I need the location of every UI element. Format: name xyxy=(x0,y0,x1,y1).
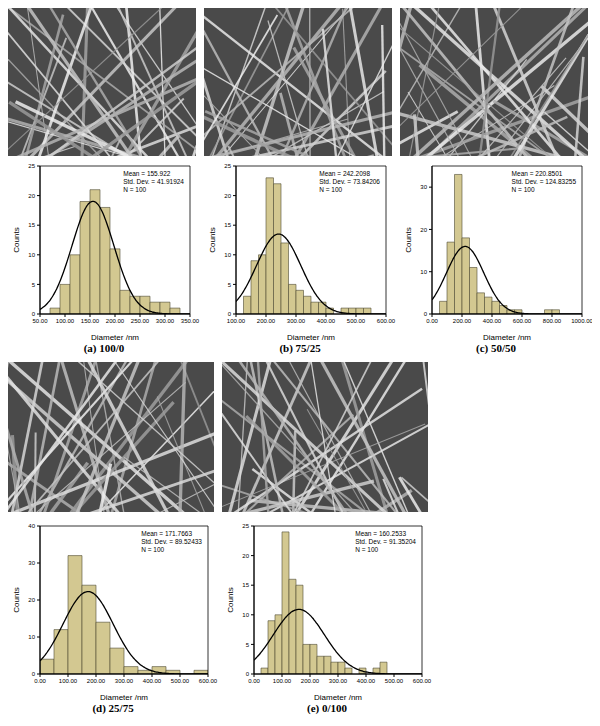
svg-text:20: 20 xyxy=(224,193,231,199)
svg-text:20: 20 xyxy=(28,193,35,199)
html-text:Mean = 171.7663: Mean = 171.7663 xyxy=(141,530,192,537)
svg-text:20: 20 xyxy=(28,597,35,603)
html-text:Std. Dev. = 124.83255: Std. Dev. = 124.83255 xyxy=(511,178,576,186)
html-text:N = 100: N = 100 xyxy=(511,186,535,194)
svg-text:Counts: Counts xyxy=(12,227,21,252)
html-text:(d) 25/75: (d) 25/75 xyxy=(92,702,134,714)
svg-text:0: 0 xyxy=(424,311,428,317)
svg-text:300.00: 300.00 xyxy=(115,678,134,684)
svg-text:25: 25 xyxy=(242,523,249,529)
html-text:Std. Dev. = 91.35204: Std. Dev. = 91.35204 xyxy=(355,538,416,546)
svg-text:400.00: 400.00 xyxy=(317,318,336,324)
svg-text:10: 10 xyxy=(224,252,231,258)
svg-text:30: 30 xyxy=(420,184,427,190)
svg-text:600.00: 600.00 xyxy=(199,678,218,684)
html-text:Mean = 220.8501: Mean = 220.8501 xyxy=(511,170,563,177)
svg-text:Counts: Counts xyxy=(404,227,413,252)
svg-text:300.00: 300.00 xyxy=(156,318,175,324)
svg-text:Counts: Counts xyxy=(12,587,21,612)
svg-text:200.00: 200.00 xyxy=(257,318,276,324)
svg-text:600.00: 600.00 xyxy=(377,318,396,324)
svg-text:250.00: 250.00 xyxy=(131,318,150,324)
svg-text:100.00: 100.00 xyxy=(227,318,246,324)
svg-text:20: 20 xyxy=(242,553,249,559)
svg-text:15: 15 xyxy=(224,222,231,228)
svg-text:400.00: 400.00 xyxy=(143,678,162,684)
svg-text:25: 25 xyxy=(28,163,35,169)
svg-text:1000.00: 1000.00 xyxy=(571,318,592,324)
svg-text:600.00: 600.00 xyxy=(513,318,532,324)
svg-text:0: 0 xyxy=(228,311,232,317)
svg-text:200.00: 200.00 xyxy=(106,318,125,324)
svg-text:600.00: 600.00 xyxy=(413,678,432,684)
svg-text:5: 5 xyxy=(246,642,250,648)
svg-text:Diameter /nm: Diameter /nm xyxy=(287,333,335,342)
html-text:(e) 0/100: (e) 0/100 xyxy=(307,702,347,714)
svg-text:Counts: Counts xyxy=(208,227,217,252)
svg-text:0: 0 xyxy=(246,671,250,677)
svg-text:30: 30 xyxy=(28,560,35,566)
svg-text:Diameter /nm: Diameter /nm xyxy=(100,693,148,702)
svg-text:10: 10 xyxy=(420,269,427,275)
html-text:(a) 100/0: (a) 100/0 xyxy=(83,342,125,354)
html-text:Std. Dev. = 89.52433: Std. Dev. = 89.52433 xyxy=(141,538,202,546)
svg-text:5: 5 xyxy=(32,282,36,288)
html-text:N = 100: N = 100 xyxy=(355,546,379,554)
svg-text:Diameter /nm: Diameter /nm xyxy=(314,693,362,702)
svg-text:20: 20 xyxy=(420,227,427,233)
svg-text:Diameter /nm: Diameter /nm xyxy=(483,333,531,342)
svg-text:100.00: 100.00 xyxy=(273,678,292,684)
svg-text:0: 0 xyxy=(32,671,36,677)
svg-text:200.00: 200.00 xyxy=(453,318,472,324)
svg-text:Diameter /nm: Diameter /nm xyxy=(91,333,139,342)
svg-text:800.00: 800.00 xyxy=(543,318,562,324)
svg-text:150.00: 150.00 xyxy=(81,318,100,324)
svg-text:200.00: 200.00 xyxy=(87,678,106,684)
svg-text:200.00: 200.00 xyxy=(301,678,320,684)
svg-text:100.00: 100.00 xyxy=(56,318,75,324)
svg-text:0.00: 0.00 xyxy=(34,678,46,684)
svg-text:50.00: 50.00 xyxy=(32,318,48,324)
html-text:Std. Dev. = 73.84206: Std. Dev. = 73.84206 xyxy=(319,178,380,186)
svg-text:350.00: 350.00 xyxy=(181,318,200,324)
svg-text:25: 25 xyxy=(224,163,231,169)
svg-text:300.00: 300.00 xyxy=(329,678,348,684)
html-text:N = 100: N = 100 xyxy=(319,186,343,194)
html-text:Std. Dev. = 41.91924: Std. Dev. = 41.91924 xyxy=(123,178,184,186)
svg-text:500.00: 500.00 xyxy=(347,318,366,324)
html-text:Mean = 160.2533: Mean = 160.2533 xyxy=(355,530,406,537)
html-text:N = 100: N = 100 xyxy=(141,546,165,554)
svg-text:10: 10 xyxy=(242,612,249,618)
svg-text:15: 15 xyxy=(28,222,35,228)
svg-text:10: 10 xyxy=(28,634,35,640)
svg-text:100.00: 100.00 xyxy=(59,678,78,684)
html-text:(b) 75/25: (b) 75/25 xyxy=(279,342,321,354)
svg-text:0: 0 xyxy=(32,311,36,317)
html-text:Mean = 242.2098: Mean = 242.2098 xyxy=(319,170,370,177)
html-text:N = 100: N = 100 xyxy=(123,186,147,194)
svg-text:300.00: 300.00 xyxy=(287,318,306,324)
html-text:(c) 50/50: (c) 50/50 xyxy=(476,342,516,354)
svg-text:5: 5 xyxy=(228,282,232,288)
svg-text:15: 15 xyxy=(242,582,249,588)
svg-text:10: 10 xyxy=(28,252,35,258)
svg-text:0.00: 0.00 xyxy=(426,318,438,324)
svg-text:Counts: Counts xyxy=(226,587,235,612)
svg-text:400.00: 400.00 xyxy=(483,318,502,324)
svg-text:500.00: 500.00 xyxy=(385,678,404,684)
svg-text:400.00: 400.00 xyxy=(357,678,376,684)
svg-text:40: 40 xyxy=(28,523,35,529)
html-text:Mean = 155.922: Mean = 155.922 xyxy=(123,170,171,177)
svg-text:500.00: 500.00 xyxy=(171,678,190,684)
svg-text:0.00: 0.00 xyxy=(248,678,260,684)
